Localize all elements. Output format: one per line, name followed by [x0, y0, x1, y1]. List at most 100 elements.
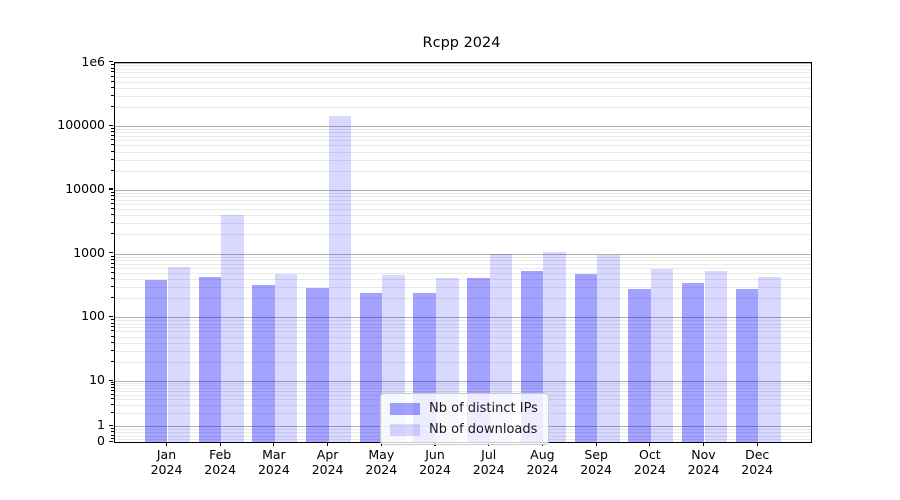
x-tick-mark [595, 441, 597, 446]
gridline-minor [114, 267, 811, 269]
downloads-swatch-icon [390, 423, 420, 436]
bar-ips-mar [252, 284, 275, 442]
gridline-minor [114, 196, 811, 198]
x-tick-mark [273, 441, 275, 446]
y-tick-mark [109, 379, 113, 381]
bar-ips-may [359, 293, 383, 442]
y-tick-mark [109, 61, 113, 63]
y-minor-tick-mark [111, 387, 114, 388]
y-minor-tick-mark [111, 384, 114, 386]
x-tick-label-jan: Jan 2024 [150, 447, 183, 477]
gridline-minor [114, 272, 811, 274]
bar-downloads-feb [221, 215, 244, 442]
y-minor-tick-mark [111, 262, 114, 264]
gridline-minor [114, 151, 811, 153]
x-tick-mark [756, 441, 758, 446]
gridline-minor [114, 215, 811, 217]
gridline-minor [114, 342, 811, 344]
y-minor-tick-mark [111, 135, 114, 137]
y-minor-tick-mark [111, 195, 114, 197]
y-minor-tick-mark [111, 330, 114, 332]
y-tick-label: 100000 [57, 117, 105, 133]
y-minor-tick-mark [111, 271, 114, 273]
legend-label: Nb of distinct IPs [429, 401, 538, 416]
gridline-major [114, 253, 811, 255]
y-minor-tick-mark [111, 128, 114, 130]
y-tick-label: 100 [81, 308, 105, 324]
gridline-major [114, 126, 811, 128]
bar-downloads-dec [758, 276, 781, 442]
x-tick-label-mar: Mar 2024 [257, 447, 290, 477]
y-minor-tick-mark [111, 64, 114, 66]
bar-ips-nov [681, 283, 705, 442]
y-tick-mark [109, 424, 113, 426]
gridline-minor [114, 140, 811, 142]
gridline-minor [114, 132, 811, 134]
gridline-minor [114, 234, 811, 236]
x-tick-label-nov: Nov 2024 [687, 447, 720, 477]
chart-title: Rcpp 2024 [422, 35, 501, 51]
bar-downloads-mar [274, 274, 298, 442]
y-minor-tick-mark [111, 411, 114, 413]
y-minor-tick-mark [111, 349, 114, 351]
y-minor-tick-mark [111, 80, 114, 82]
gridline-minor [114, 204, 811, 205]
y-minor-tick-mark [111, 360, 114, 362]
bar-ips-jan [144, 279, 168, 442]
x-tick-label-aug: Aug 2024 [526, 447, 559, 477]
y-tick-mark [109, 440, 113, 442]
y-minor-tick-mark [111, 106, 114, 107]
x-tick-mark [649, 441, 651, 446]
gridline-minor [114, 385, 811, 387]
gridline-minor [114, 199, 811, 201]
y-minor-tick-mark [111, 169, 114, 171]
bar-downloads-nov [704, 270, 728, 442]
y-minor-tick-mark [111, 437, 114, 439]
x-tick-mark [702, 441, 705, 446]
x-tick-label-jul: Jul 2024 [472, 447, 505, 477]
y-minor-tick-mark [111, 428, 114, 430]
gridline-minor [114, 361, 811, 363]
gridline-minor [114, 383, 811, 385]
y-minor-tick-mark [111, 67, 114, 69]
bar-downloads-jan [167, 266, 191, 442]
gridline-minor [114, 145, 811, 147]
gridline-minor [114, 391, 811, 392]
y-tick-mark [109, 252, 113, 254]
gridline-major [114, 62, 811, 64]
y-minor-tick-mark [111, 158, 114, 160]
y-minor-tick-mark [111, 393, 114, 395]
y-minor-tick-mark [111, 431, 114, 433]
gridline-minor [114, 81, 811, 83]
gridline-minor [114, 87, 811, 89]
y-minor-tick-mark [111, 390, 114, 391]
gridline-minor [114, 350, 811, 352]
gridline-major [114, 317, 811, 319]
legend-item-downloads: Nb of downloads [390, 422, 538, 437]
gridline-minor [114, 336, 811, 338]
y-tick-label: 1e6 [81, 53, 105, 69]
gridline-minor [114, 170, 811, 172]
gridline-minor [114, 223, 811, 225]
legend-item-distinct-ips: Nb of distinct IPs [390, 401, 538, 416]
gridline-minor [114, 331, 811, 333]
y-tick-label: 1000 [73, 244, 105, 260]
y-minor-tick-mark [111, 131, 114, 133]
y-tick-label: 10 [89, 372, 105, 387]
y-minor-tick-mark [111, 150, 114, 152]
y-minor-tick-mark [111, 277, 114, 279]
y-tick-label: 1 [97, 417, 105, 432]
x-tick-label-apr: Apr 2024 [311, 447, 344, 477]
y-tick-mark [109, 188, 113, 190]
gridline-minor [114, 95, 811, 97]
bar-downloads-aug [543, 252, 566, 442]
x-tick-label-feb: Feb 2024 [204, 447, 237, 477]
bar-ips-apr [306, 287, 329, 442]
distinct-ips-swatch-icon [390, 402, 420, 415]
y-minor-tick-mark [111, 397, 114, 399]
y-minor-tick-mark [111, 203, 114, 204]
y-minor-tick-mark [111, 434, 114, 436]
y-minor-tick-mark [111, 198, 114, 200]
x-tick-label-sep: Sep 2024 [580, 447, 612, 477]
bar-downloads-sep [597, 255, 620, 442]
